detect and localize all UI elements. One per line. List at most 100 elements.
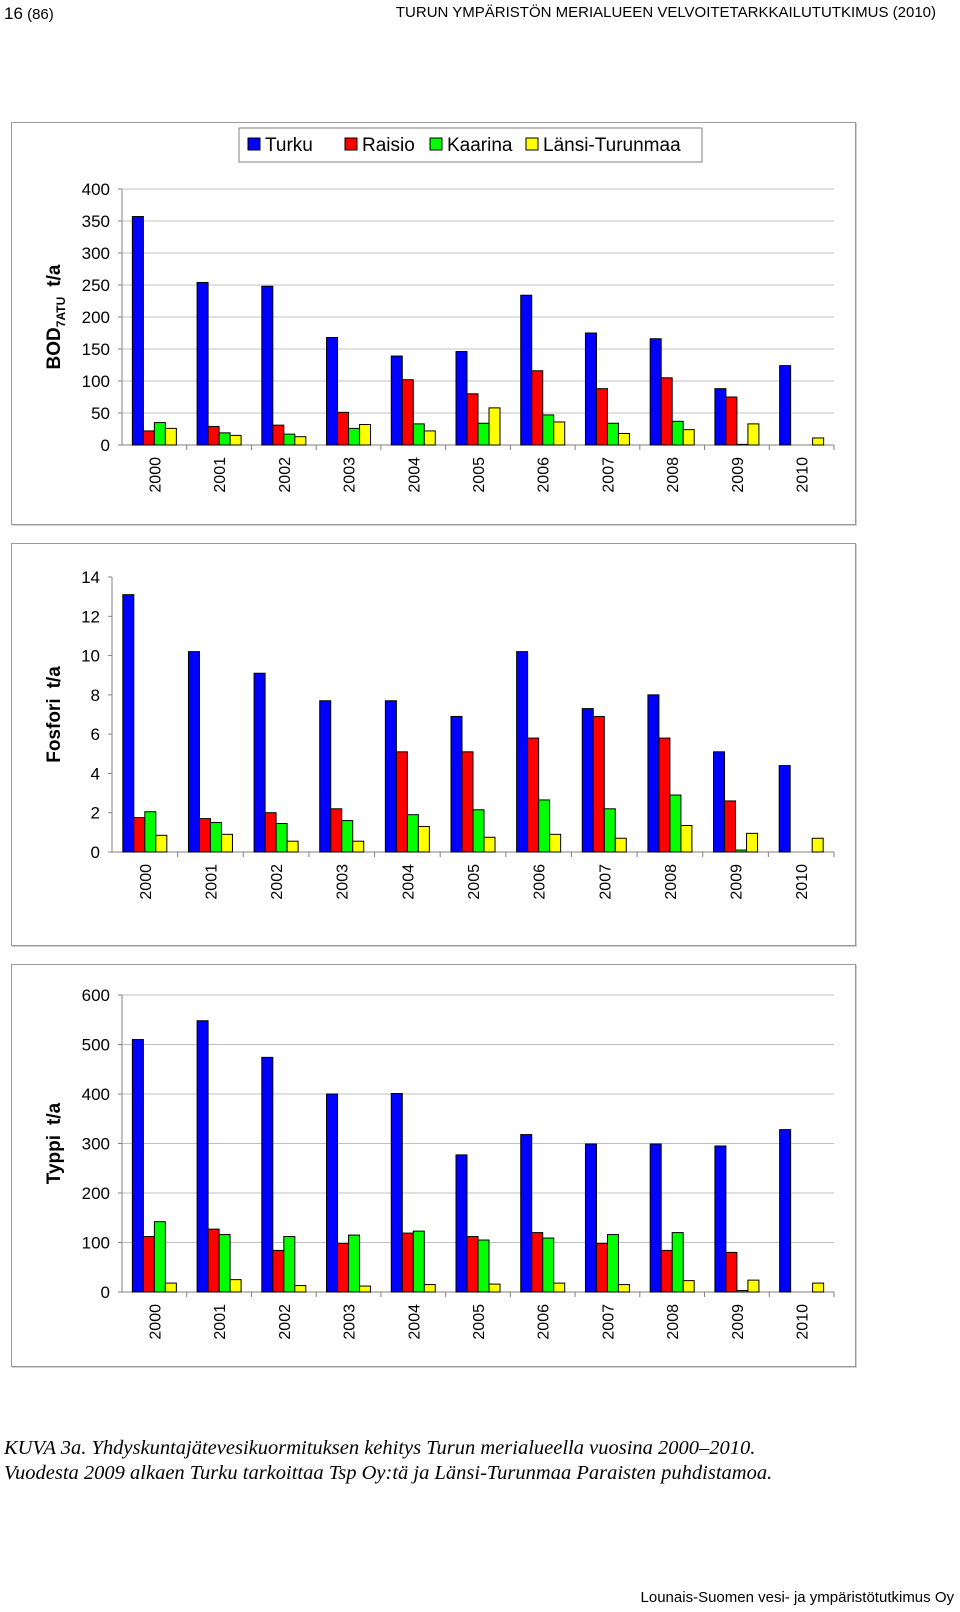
x-tick-label: 2001 — [203, 864, 220, 900]
bar-kaarina-2008 — [669, 794, 682, 853]
bar-länsi-turunmaa-2004 — [417, 825, 430, 853]
y-tick-label: 350 — [82, 212, 110, 231]
bar-turku-2003 — [326, 336, 339, 446]
page-header: 16 (86) TURUN YMPÄRISTÖN MERIALUEEN VELV… — [4, 4, 936, 26]
page-number: 16 (86) — [4, 4, 54, 23]
bar-länsi-turunmaa-2007 — [614, 837, 627, 853]
legend-swatch-raisio — [344, 137, 358, 151]
x-tick-label: 2005 — [466, 864, 483, 900]
bar-länsi-turunmaa-2009 — [746, 832, 759, 853]
bar-raisio-2002 — [264, 812, 277, 853]
bar-raisio-2003 — [337, 411, 350, 446]
x-tick-label: 2000 — [147, 1304, 164, 1340]
bar-raisio-2006 — [531, 1232, 544, 1293]
x-tick-label: 2004 — [400, 864, 417, 900]
x-tick-label: 2004 — [406, 457, 423, 493]
bar-länsi-turunmaa-2006 — [553, 421, 566, 446]
bar-raisio-2005 — [461, 751, 474, 853]
x-tick-label: 2007 — [597, 864, 614, 900]
bar-turku-2009 — [714, 1145, 727, 1293]
x-tick-label: 2006 — [536, 1304, 553, 1340]
y-axis-title-main: Typpi — [44, 1135, 65, 1184]
bar-länsi-turunmaa-2010 — [812, 437, 825, 446]
bar-turku-2007 — [584, 1143, 597, 1293]
y-axis-title-unit: t/a — [44, 666, 65, 689]
bar-raisio-2009 — [725, 1251, 738, 1293]
y-axis-title: BOD7ATU t/a — [44, 264, 68, 369]
bar-länsi-turunmaa-2006 — [549, 833, 562, 853]
bar-länsi-turunmaa-2005 — [483, 836, 496, 853]
bar-kaarina-2005 — [472, 809, 485, 853]
bar-kaarina-2004 — [412, 423, 425, 446]
x-tick-label: 2002 — [269, 864, 286, 900]
bar-länsi-turunmaa-2004 — [423, 1284, 436, 1293]
bar-länsi-turunmaa-2010 — [812, 1282, 825, 1293]
bar-turku-2001 — [187, 651, 200, 853]
bar-raisio-2001 — [207, 1228, 220, 1293]
x-tick-label: 2004 — [406, 1304, 423, 1340]
chart-panel-fosfori: 0 2 4 6 8 10 12 14 2000 2001 2002 2003 2004 2005 2006 2… — [11, 543, 856, 946]
y-tick-label: 50 — [91, 404, 110, 423]
x-tick-label: 2008 — [665, 457, 682, 493]
y-axis-title-unit: t/a — [44, 1102, 65, 1125]
bar-länsi-turunmaa-2009 — [747, 423, 760, 446]
bar-raisio-2001 — [198, 818, 211, 853]
legend: Turku Raisio Kaarina Länsi-Turunmaa — [238, 127, 703, 163]
bar-raisio-2004 — [395, 751, 408, 853]
x-tick-label: 2010 — [795, 457, 812, 493]
bar-turku-2008 — [649, 1143, 662, 1293]
x-tick-label: 2008 — [663, 864, 680, 900]
bar-kaarina-2007 — [603, 808, 616, 853]
bar-länsi-turunmaa-2003 — [352, 840, 365, 853]
bar-turku-2001 — [196, 281, 209, 446]
bar-länsi-turunmaa-2003 — [359, 424, 372, 446]
bar-kaarina-2006 — [542, 414, 555, 446]
y-tick-label: 200 — [82, 308, 110, 327]
x-tick-label: 2006 — [536, 457, 553, 493]
y-tick-label: 0 — [101, 1283, 110, 1302]
y-tick-label: 6 — [91, 725, 100, 744]
legend-swatch-turku — [247, 137, 261, 151]
y-axis-title-unit: t/a — [44, 264, 65, 287]
y-tick-label: 400 — [82, 1085, 110, 1104]
bar-turku-2010 — [779, 1129, 792, 1293]
bar-länsi-turunmaa-2000 — [164, 1282, 177, 1293]
bar-kaarina-2008 — [671, 420, 684, 446]
bar-turku-2004 — [390, 355, 403, 446]
bar-raisio-2007 — [595, 388, 608, 446]
bar-kaarina-2001 — [218, 432, 231, 446]
bar-länsi-turunmaa-2007 — [617, 432, 630, 446]
bar-kaarina-2004 — [406, 814, 419, 853]
bar-raisio-2007 — [595, 1242, 608, 1293]
bar-raisio-2009 — [725, 396, 738, 446]
legend-label-raisio: Raisio — [362, 135, 415, 156]
y-tick-label: 14 — [81, 568, 100, 587]
legend-label-kaarina: Kaarina — [447, 135, 513, 156]
x-tick-label: 2009 — [730, 1304, 747, 1340]
bar-kaarina-2007 — [606, 1234, 619, 1293]
bar-länsi-turunmaa-2000 — [164, 427, 177, 446]
x-tick-label: 2001 — [212, 457, 229, 493]
bar-raisio-2002 — [272, 424, 285, 446]
bar-kaarina-2001 — [209, 822, 222, 853]
x-tick-label: 2003 — [342, 457, 359, 493]
bar-raisio-2004 — [401, 1232, 414, 1293]
y-tick-label: 0 — [91, 843, 100, 862]
bar-länsi-turunmaa-2001 — [229, 1279, 242, 1293]
bar-raisio-2007 — [592, 715, 605, 853]
bar-turku-2000 — [122, 594, 135, 853]
x-tick-label: 2002 — [277, 457, 294, 493]
bar-turku-2004 — [384, 700, 397, 853]
y-tick-label: 200 — [82, 1184, 110, 1203]
bar-turku-2000 — [131, 1039, 144, 1293]
bar-kaarina-2005 — [477, 1239, 490, 1293]
bar-raisio-2005 — [466, 393, 479, 446]
bar-kaarina-2009 — [735, 849, 748, 853]
x-tick-label: 2010 — [794, 864, 811, 900]
bar-turku-2005 — [455, 1154, 468, 1293]
bar-raisio-2006 — [527, 737, 540, 853]
x-tick-label: 2007 — [600, 1304, 617, 1340]
bar-länsi-turunmaa-2001 — [229, 434, 242, 446]
bar-turku-2007 — [584, 332, 597, 446]
legend-label-turku: Turku — [265, 135, 313, 156]
